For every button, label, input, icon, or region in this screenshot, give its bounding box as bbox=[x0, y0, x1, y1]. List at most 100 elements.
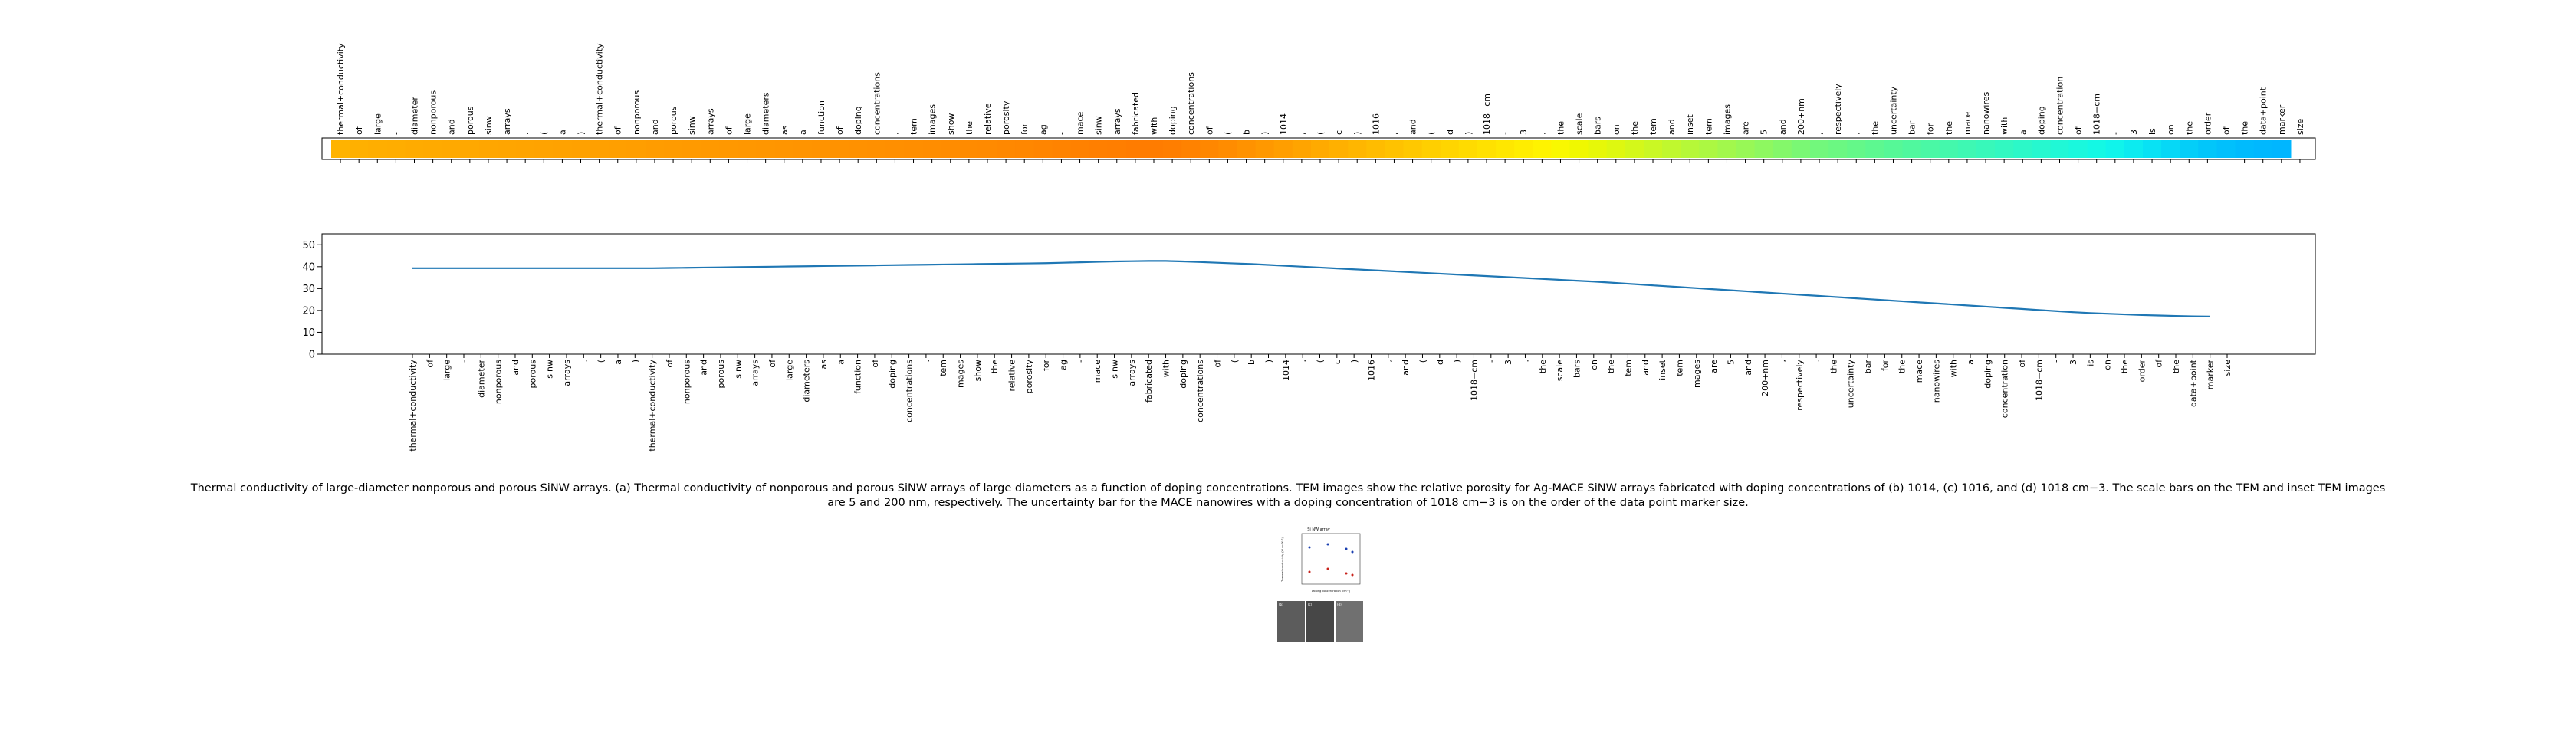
heatmap-cell bbox=[793, 140, 813, 158]
heatmap-cell bbox=[2161, 140, 2180, 158]
colorbar-tick-label: the bbox=[2240, 121, 2250, 135]
x-tick-label: relative bbox=[1007, 360, 1017, 392]
heatmap-cell bbox=[516, 140, 535, 158]
y-tick-label: 20 bbox=[302, 305, 315, 317]
heatmap-cell bbox=[626, 140, 646, 158]
colorbar-tick-label: show bbox=[946, 113, 956, 135]
x-tick-label: uncertainty bbox=[1846, 360, 1856, 409]
heatmap-cell bbox=[1681, 140, 1700, 158]
heatmap-cell bbox=[1440, 140, 1460, 158]
colorbar-tick-label: , bbox=[1297, 133, 1307, 136]
x-tick-label: for bbox=[1880, 360, 1890, 372]
x-tick-label: , bbox=[1777, 360, 1787, 363]
colorbar-tick-label: 1014 bbox=[1279, 113, 1289, 135]
heatmap-cell bbox=[1717, 140, 1737, 158]
colorbar-tick-label: nanowires bbox=[1981, 91, 1991, 135]
heatmap-cell bbox=[1292, 140, 1312, 158]
x-tick-label: the bbox=[1606, 360, 1616, 373]
x-tick-label: thermal+conductivity bbox=[408, 360, 418, 452]
colorbar-tick-label: , bbox=[1815, 133, 1825, 136]
colorbar-tick-label: nonporous bbox=[632, 90, 642, 135]
heatmap-cell bbox=[1976, 140, 1996, 158]
colorbar-tick-label: sinw bbox=[1094, 116, 1104, 135]
heatmap-cell bbox=[331, 140, 350, 158]
x-tick-label: concentrations bbox=[905, 360, 915, 422]
colorbar-tick-label: data+point bbox=[2259, 87, 2269, 135]
colorbar-tick-label: as bbox=[780, 125, 790, 135]
x-tick-label: and bbox=[1401, 360, 1411, 376]
heatmap-cell bbox=[1237, 140, 1257, 158]
heatmap-cell bbox=[368, 140, 387, 158]
heatmap-cell bbox=[1218, 140, 1238, 158]
heatmap-cell bbox=[2032, 140, 2052, 158]
x-tick-label: sinw bbox=[1110, 360, 1120, 379]
x-tick-label: nanowires bbox=[1931, 360, 1941, 403]
colorbar-tick-label: 5 bbox=[1760, 130, 1769, 135]
colorbar-tick-label: ( bbox=[1316, 132, 1326, 135]
colorbar-tick-label: , bbox=[1389, 133, 1399, 136]
x-tick-label: , bbox=[1298, 360, 1308, 363]
x-tick-label: ) bbox=[1452, 360, 1462, 363]
x-tick-label: images bbox=[956, 360, 966, 390]
heatmap-cell bbox=[1458, 140, 1478, 158]
colorbar-tick-label: sinw bbox=[484, 116, 494, 135]
colorbar-tick-label: doping bbox=[853, 106, 863, 135]
x-tick-label: arrays bbox=[1127, 360, 1137, 386]
x-tick-label: doping bbox=[1983, 360, 1993, 389]
heatmap-cell bbox=[2087, 140, 2107, 158]
colorbar-tick-label: 200+nm bbox=[1796, 98, 1806, 135]
heatmap-cell bbox=[1662, 140, 1681, 158]
x-tick-label: large bbox=[442, 360, 452, 381]
heatmap-cell bbox=[886, 140, 905, 158]
heatmap-cell bbox=[1033, 140, 1053, 158]
x-tick-label: show bbox=[973, 360, 983, 381]
colorbar-tick-label: porosity bbox=[1001, 100, 1011, 135]
colorbar-frame bbox=[321, 137, 2316, 160]
colorbar-tick-label: - bbox=[391, 132, 401, 135]
heatmap-cell bbox=[1809, 140, 1829, 158]
heatmap-cell bbox=[1200, 140, 1219, 158]
line-series-points bbox=[412, 261, 2210, 317]
x-tick-label: bar bbox=[1863, 360, 1873, 374]
y-tick-label: 50 bbox=[302, 240, 315, 251]
x-tick-label: of bbox=[1213, 359, 1223, 368]
x-tick-label: the bbox=[1829, 360, 1838, 373]
colorbar-tick-label: thermal+conductivity bbox=[595, 43, 605, 135]
colorbar-tick-label: marker bbox=[2277, 104, 2287, 135]
colorbar-tick-label: thermal+conductivity bbox=[336, 43, 346, 135]
heatmap-cell bbox=[1089, 140, 1109, 158]
heatmap-cell bbox=[442, 140, 462, 158]
x-tick-label: ag bbox=[1059, 360, 1069, 370]
colorbar-tick-label: of bbox=[724, 126, 734, 135]
thumbnail-header: Si NW array bbox=[1307, 527, 1330, 532]
x-tick-label: as bbox=[819, 360, 829, 370]
heatmap-cell bbox=[1847, 140, 1866, 158]
y-tick-label: 10 bbox=[302, 327, 315, 339]
x-tick-label: with bbox=[1949, 360, 1959, 377]
colorbar-tick-label: mace bbox=[1076, 111, 1086, 135]
x-tick-label: ) bbox=[630, 360, 640, 363]
colorbar-tick-label: the bbox=[1944, 121, 1954, 135]
colorbar-tick-label: size bbox=[2295, 118, 2305, 135]
colorbar-tick-label: mace bbox=[1963, 111, 1973, 135]
x-tick-label: on bbox=[1589, 360, 1599, 370]
x-tick-label: porous bbox=[527, 360, 537, 389]
heatmap-cell bbox=[701, 140, 720, 158]
colorbar-tick-label: with bbox=[1999, 117, 2009, 135]
heatmap-cell bbox=[2142, 140, 2162, 158]
colorbar-tick-label: diameters bbox=[761, 92, 771, 135]
colorbar-tick-label: of bbox=[354, 126, 364, 135]
colorbar-tick-labels: thermal+conductivity of large - diameter nonp… bbox=[336, 43, 2305, 135]
x-tick-label: mace bbox=[1092, 360, 1102, 383]
x-tick-label: doping bbox=[1178, 360, 1188, 389]
heatmap-cell bbox=[1643, 140, 1663, 158]
x-tick-label: diameters bbox=[802, 360, 812, 402]
y-tick-label: 30 bbox=[302, 284, 315, 295]
x-tick-label: and bbox=[699, 360, 709, 376]
colorbar-tick-label: images bbox=[1722, 104, 1732, 135]
x-tick-label: and bbox=[1743, 360, 1753, 376]
colorbar-tick-label: bar bbox=[1907, 120, 1917, 135]
colorbar-tick-label: ) bbox=[1352, 132, 1362, 135]
heatmap-cell bbox=[1329, 140, 1349, 158]
x-tick-label: a bbox=[1966, 360, 1976, 365]
